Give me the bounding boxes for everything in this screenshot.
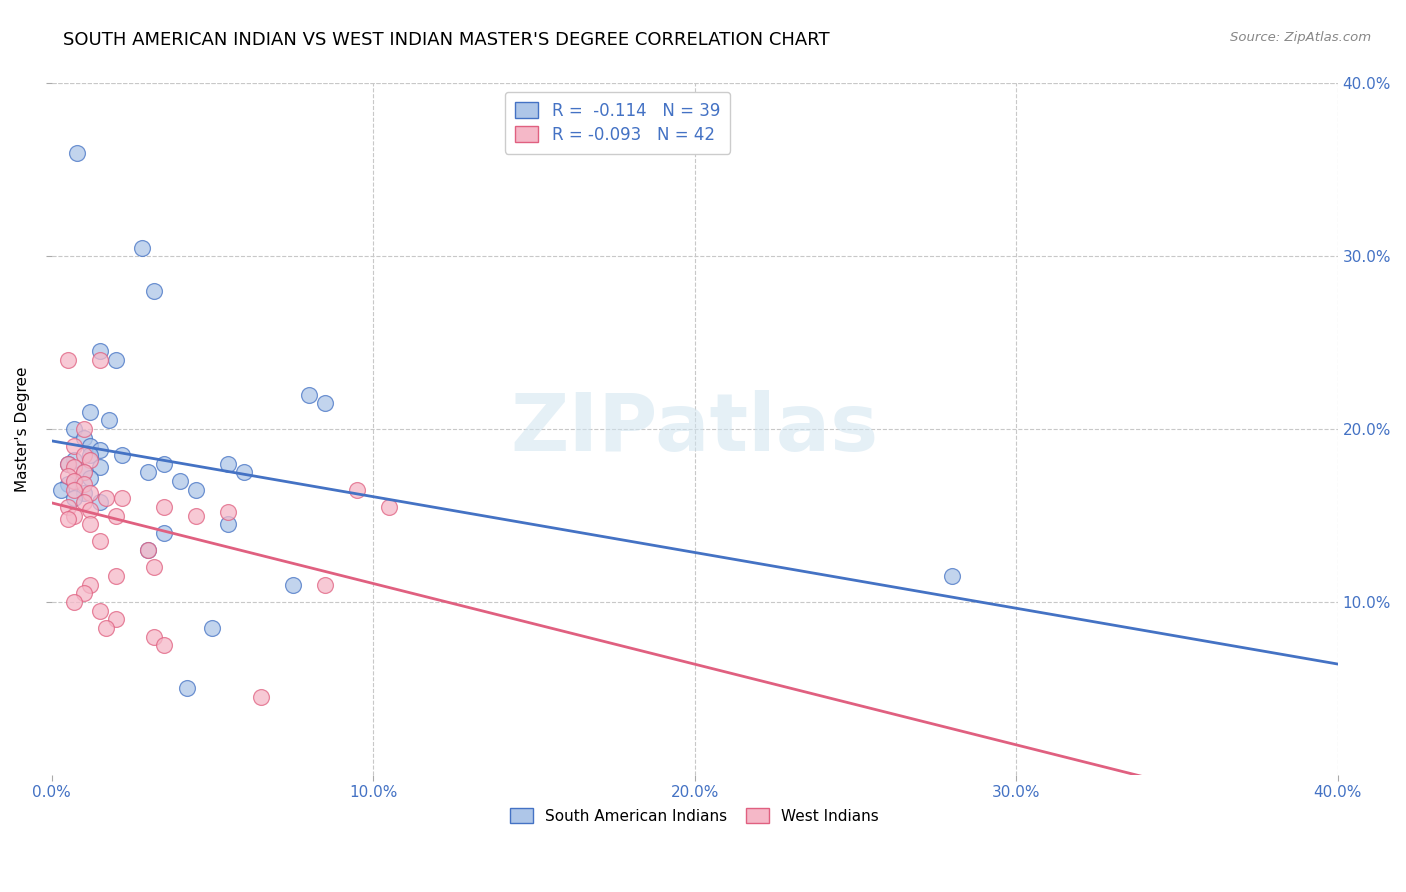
Point bbox=[111, 491, 134, 506]
Point bbox=[89, 494, 111, 508]
Point bbox=[73, 477, 96, 491]
Point bbox=[89, 460, 111, 475]
Point bbox=[96, 491, 118, 506]
Point bbox=[186, 483, 208, 497]
Point bbox=[143, 630, 166, 644]
Point bbox=[56, 500, 79, 514]
Point bbox=[73, 448, 96, 462]
Point bbox=[314, 396, 336, 410]
Point bbox=[233, 466, 256, 480]
Point bbox=[73, 422, 96, 436]
Point bbox=[346, 483, 368, 497]
Point bbox=[73, 486, 96, 500]
Point bbox=[79, 486, 101, 500]
Point bbox=[51, 483, 73, 497]
Point bbox=[63, 460, 86, 475]
Point bbox=[143, 284, 166, 298]
Point bbox=[217, 457, 239, 471]
Point bbox=[73, 494, 96, 508]
Point bbox=[89, 604, 111, 618]
Point bbox=[56, 353, 79, 368]
Point bbox=[56, 512, 79, 526]
Point bbox=[96, 621, 118, 635]
Point bbox=[176, 681, 198, 696]
Point bbox=[79, 577, 101, 591]
Point bbox=[79, 405, 101, 419]
Point bbox=[89, 442, 111, 457]
Point bbox=[104, 353, 127, 368]
Point bbox=[79, 453, 101, 467]
Y-axis label: Master's Degree: Master's Degree bbox=[15, 367, 30, 491]
Point bbox=[314, 577, 336, 591]
Point bbox=[56, 477, 79, 491]
Point bbox=[63, 422, 86, 436]
Point bbox=[378, 500, 401, 514]
Point bbox=[104, 569, 127, 583]
Point bbox=[66, 145, 89, 160]
Legend: South American Indians, West Indians: South American Indians, West Indians bbox=[501, 799, 889, 833]
Point bbox=[79, 439, 101, 453]
Point bbox=[63, 491, 86, 506]
Point bbox=[136, 543, 159, 558]
Point bbox=[73, 431, 96, 445]
Point bbox=[56, 457, 79, 471]
Point bbox=[941, 569, 963, 583]
Point bbox=[281, 577, 304, 591]
Point bbox=[79, 448, 101, 462]
Point bbox=[249, 690, 271, 704]
Point bbox=[111, 448, 134, 462]
Point bbox=[201, 621, 224, 635]
Text: Source: ZipAtlas.com: Source: ZipAtlas.com bbox=[1230, 31, 1371, 45]
Point bbox=[217, 517, 239, 532]
Point bbox=[89, 344, 111, 359]
Point bbox=[73, 586, 96, 600]
Point bbox=[153, 457, 176, 471]
Point bbox=[79, 503, 101, 517]
Point bbox=[63, 474, 86, 488]
Point bbox=[63, 439, 86, 453]
Point bbox=[131, 241, 153, 255]
Point bbox=[89, 353, 111, 368]
Point bbox=[63, 474, 86, 488]
Text: ZIPatlas: ZIPatlas bbox=[510, 390, 879, 468]
Point bbox=[298, 387, 321, 401]
Point bbox=[56, 457, 79, 471]
Point bbox=[89, 534, 111, 549]
Point bbox=[186, 508, 208, 523]
Point bbox=[98, 413, 121, 427]
Point bbox=[153, 525, 176, 540]
Point bbox=[143, 560, 166, 574]
Point bbox=[63, 483, 86, 497]
Point bbox=[73, 466, 96, 480]
Point bbox=[136, 543, 159, 558]
Point bbox=[63, 595, 86, 609]
Point bbox=[153, 500, 176, 514]
Point bbox=[79, 517, 101, 532]
Point bbox=[217, 505, 239, 519]
Point bbox=[153, 638, 176, 652]
Point bbox=[63, 453, 86, 467]
Point bbox=[169, 474, 191, 488]
Text: SOUTH AMERICAN INDIAN VS WEST INDIAN MASTER'S DEGREE CORRELATION CHART: SOUTH AMERICAN INDIAN VS WEST INDIAN MAS… bbox=[63, 31, 830, 49]
Point bbox=[104, 508, 127, 523]
Point bbox=[79, 470, 101, 484]
Point bbox=[73, 466, 96, 480]
Point bbox=[63, 508, 86, 523]
Point bbox=[104, 612, 127, 626]
Point bbox=[136, 466, 159, 480]
Point bbox=[56, 468, 79, 483]
